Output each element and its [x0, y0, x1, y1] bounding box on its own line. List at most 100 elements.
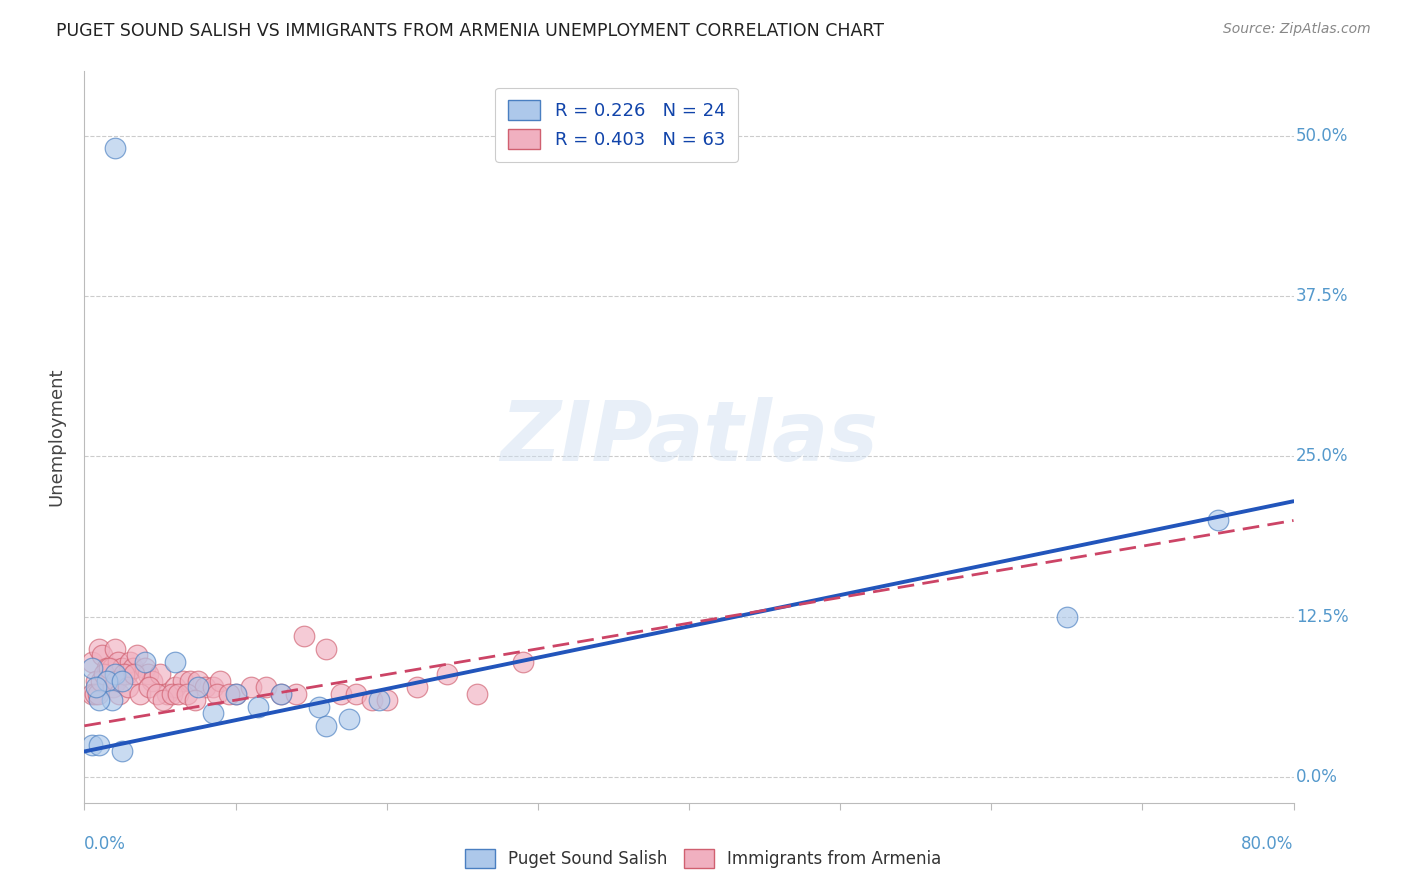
Text: 50.0%: 50.0% [1296, 127, 1348, 145]
Point [165, 681, 187, 695]
Point [104, 641, 127, 656]
Point [315, 641, 337, 656]
Point [176, 687, 198, 701]
Text: 12.5%: 12.5% [1296, 607, 1348, 625]
Point [100, 693, 122, 707]
Point [254, 681, 277, 695]
Point [270, 687, 292, 701]
Point [187, 681, 209, 695]
Point [89, 693, 111, 707]
Point [225, 687, 247, 701]
Point [512, 655, 534, 669]
Text: 37.5%: 37.5% [1296, 287, 1348, 305]
Point [86, 681, 108, 695]
Point [330, 687, 353, 701]
Point [90, 673, 112, 688]
Point [218, 687, 240, 701]
Point [111, 661, 134, 675]
Point [80, 687, 103, 701]
Point [80, 655, 103, 669]
Point [138, 681, 160, 695]
Text: ZIPatlas: ZIPatlas [501, 397, 877, 477]
Point [160, 687, 183, 701]
Text: PUGET SOUND SALISH VS IMMIGRANTS FROM ARMENIA UNEMPLOYMENT CORRELATION CHART: PUGET SOUND SALISH VS IMMIGRANTS FROM AR… [56, 22, 884, 40]
Point [368, 693, 391, 707]
Point [96, 673, 118, 688]
Point [165, 655, 187, 669]
Point [105, 673, 128, 688]
Point [111, 673, 134, 688]
Point [100, 661, 122, 675]
Point [183, 693, 205, 707]
Point [1206, 514, 1229, 528]
Point [346, 687, 368, 701]
Point [247, 699, 270, 714]
Point [187, 673, 209, 688]
Text: Source: ZipAtlas.com: Source: ZipAtlas.com [1223, 22, 1371, 37]
Point [115, 667, 138, 681]
Point [134, 661, 156, 675]
Text: 25.0%: 25.0% [1296, 447, 1348, 466]
Text: 80.0%: 80.0% [1241, 835, 1294, 853]
Point [134, 655, 156, 669]
Point [225, 687, 247, 701]
Point [89, 738, 111, 752]
Point [117, 681, 139, 695]
Legend: R = 0.226   N = 24, R = 0.403   N = 63: R = 0.226 N = 24, R = 0.403 N = 63 [495, 87, 738, 161]
Point [136, 667, 159, 681]
Point [101, 681, 124, 695]
Point [107, 655, 129, 669]
Point [209, 673, 232, 688]
Point [87, 687, 110, 701]
Point [80, 738, 103, 752]
Point [104, 667, 127, 681]
Point [270, 687, 292, 701]
Point [308, 699, 330, 714]
Point [112, 667, 135, 681]
Point [104, 141, 127, 155]
Point [406, 681, 429, 695]
Point [207, 687, 229, 701]
Point [127, 648, 149, 663]
Point [96, 661, 118, 675]
Point [201, 706, 224, 720]
Point [146, 687, 169, 701]
Point [96, 673, 118, 688]
Point [121, 661, 143, 675]
Point [129, 687, 152, 701]
Point [97, 661, 120, 675]
Point [337, 712, 360, 726]
Point [84, 687, 107, 701]
Point [201, 681, 224, 695]
Point [172, 673, 194, 688]
Point [1056, 609, 1078, 624]
Point [122, 667, 145, 681]
Point [149, 667, 172, 681]
Point [86, 673, 108, 688]
Point [118, 655, 141, 669]
Point [179, 673, 201, 688]
Point [80, 661, 103, 675]
Point [467, 687, 489, 701]
Point [436, 667, 458, 681]
Point [156, 687, 179, 701]
Legend: Puget Sound Salish, Immigrants from Armenia: Puget Sound Salish, Immigrants from Arme… [458, 843, 948, 875]
Point [89, 641, 111, 656]
Point [375, 693, 398, 707]
Point [91, 648, 114, 663]
Point [315, 719, 337, 733]
Text: 0.0%: 0.0% [84, 835, 127, 853]
Point [285, 687, 308, 701]
Point [360, 693, 382, 707]
Point [292, 629, 315, 643]
Point [239, 681, 262, 695]
Point [194, 681, 217, 695]
Text: 0.0%: 0.0% [1296, 768, 1339, 786]
Point [111, 744, 134, 758]
Point [152, 693, 174, 707]
Y-axis label: Unemployment: Unemployment [48, 368, 66, 507]
Point [93, 667, 115, 681]
Point [108, 687, 131, 701]
Point [167, 687, 190, 701]
Point [141, 673, 163, 688]
